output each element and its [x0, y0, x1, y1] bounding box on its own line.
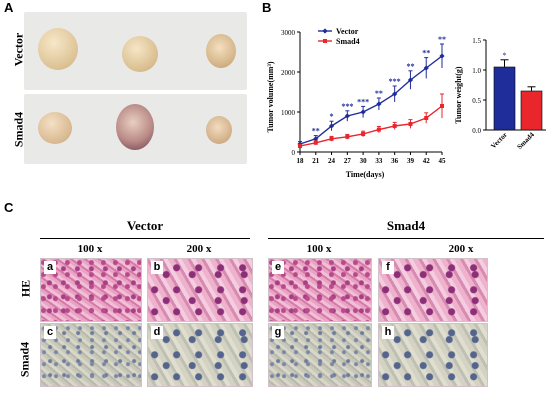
- he-micrograph-e: e: [268, 258, 372, 322]
- significance-annotation: ***: [389, 77, 401, 86]
- x-tick-label: 30: [360, 157, 368, 165]
- he-micrograph-a: a: [40, 258, 142, 322]
- he-micrograph-b: b: [147, 258, 253, 322]
- significance-annotation: **: [375, 89, 383, 98]
- smad4-ihc-micrograph-g: g: [268, 323, 372, 387]
- x-tick-label: 45: [439, 157, 447, 165]
- significance-annotation: ***: [357, 97, 369, 106]
- series-line-vector: [299, 55, 443, 145]
- tumor-weight-bar-chart: Tumor weight(g) 0.0 0.5 1.0 1.5 Vector * Smad4: [454, 37, 546, 151]
- x-tick-label: 33: [375, 157, 383, 165]
- bar-chart-ylabel: Tumor weight(g): [454, 66, 463, 123]
- x-tick-label: 27: [344, 157, 352, 165]
- panel-label-b: B: [262, 0, 272, 15]
- group-underline: [268, 238, 544, 239]
- significance-annotation: **: [406, 62, 414, 71]
- significance-annotation: **: [438, 35, 446, 44]
- tumor-volume-line-chart: Tumor volume(mm³) Time(days) Vector Smad…: [266, 27, 447, 179]
- significance-annotation: ***: [341, 102, 353, 111]
- panel-label-c: C: [4, 200, 14, 215]
- data-point-smad4: [376, 127, 381, 132]
- significance-annotation: *: [330, 112, 334, 121]
- x-tick-label: 42: [423, 157, 431, 165]
- significance-annotation: **: [422, 49, 430, 58]
- legend-marker-vector: [322, 28, 328, 34]
- tumor-image: [122, 36, 158, 72]
- legend-smad4-label: Smad4: [336, 37, 360, 46]
- data-point-smad4: [392, 124, 397, 128]
- tumor-photo-vector: [24, 12, 247, 90]
- tumor-image: [206, 34, 236, 68]
- line-chart-xlabel: Time(days): [346, 170, 385, 179]
- bar-vector: [493, 66, 516, 131]
- x-tick-label: 36: [391, 157, 399, 165]
- x-tick-label: Smad4: [516, 130, 537, 151]
- data-point-smad4: [298, 144, 302, 148]
- data-point-vector: [360, 109, 366, 115]
- data-point-smad4: [361, 132, 366, 136]
- group-underline: [40, 238, 250, 239]
- tile-label: d: [151, 326, 163, 339]
- line-chart-ylabel: Tumor volume(mm³): [266, 61, 275, 132]
- data-point-smad4: [424, 116, 429, 120]
- tile-label: f: [382, 261, 394, 274]
- y-tick-label: 1000: [281, 109, 296, 117]
- data-point-vector: [439, 53, 445, 59]
- data-point-vector: [376, 101, 382, 107]
- panel-label-a: A: [4, 0, 14, 15]
- series-line-smad4: [299, 105, 443, 147]
- significance-annotation: **: [312, 127, 320, 136]
- tile-label: e: [272, 261, 284, 274]
- mag-label: 200 x: [448, 243, 474, 255]
- group-label-vector: Vector: [126, 218, 164, 233]
- bar-smad4: [520, 90, 543, 131]
- y-tick-label: 0.5: [472, 97, 481, 105]
- tile-label: g: [272, 326, 284, 339]
- data-point-vector: [423, 65, 429, 71]
- data-point-vector: [313, 136, 319, 142]
- mag-label: 200 x: [186, 243, 212, 255]
- legend-marker-smad4: [323, 39, 327, 43]
- y-tick-label: 1.0: [472, 67, 481, 75]
- x-tick-label: 21: [312, 157, 320, 165]
- x-tick-label: 24: [328, 157, 336, 165]
- smad4-ihc-micrograph-c: c: [40, 323, 142, 387]
- x-tick-label: 39: [407, 157, 415, 165]
- data-point-smad4: [313, 140, 318, 145]
- y-tick-label: 2000: [281, 69, 296, 77]
- mag-label: 100 x: [77, 243, 103, 255]
- y-tick-label: 0.0: [472, 127, 481, 135]
- tumor-photo-smad4: [24, 94, 247, 164]
- y-tick-label: 3000: [281, 29, 296, 37]
- data-point-smad4: [345, 134, 350, 139]
- x-tick-label: Vector: [489, 131, 509, 151]
- data-point-smad4: [408, 122, 413, 126]
- smad4-ihc-micrograph-d: d: [147, 323, 253, 387]
- y-tick-label: 1.5: [472, 37, 481, 45]
- legend-vector-label: Vector: [336, 27, 359, 36]
- tumor-image: [38, 28, 78, 70]
- data-point-smad4: [440, 104, 444, 108]
- mag-label: 100 x: [306, 243, 332, 255]
- tumor-image: [206, 116, 232, 144]
- group-label-smad4: Smad4: [386, 218, 426, 233]
- tile-label: b: [151, 261, 163, 274]
- he-micrograph-f: f: [378, 258, 488, 322]
- tile-label: h: [382, 326, 394, 339]
- tumor-image: [38, 112, 72, 144]
- smad4-ihc-micrograph-h: h: [378, 323, 488, 387]
- data-point-smad4: [329, 136, 334, 141]
- x-tick-label: 18: [297, 157, 305, 165]
- y-tick-label: 0: [292, 149, 296, 157]
- row-label-he: HE: [18, 279, 33, 298]
- tile-label: a: [44, 261, 56, 274]
- tumor-image: [116, 104, 154, 150]
- tile-label: c: [44, 326, 56, 339]
- significance-annotation: *: [503, 51, 507, 60]
- row-label-smad4-ihc: Smad4: [17, 341, 32, 378]
